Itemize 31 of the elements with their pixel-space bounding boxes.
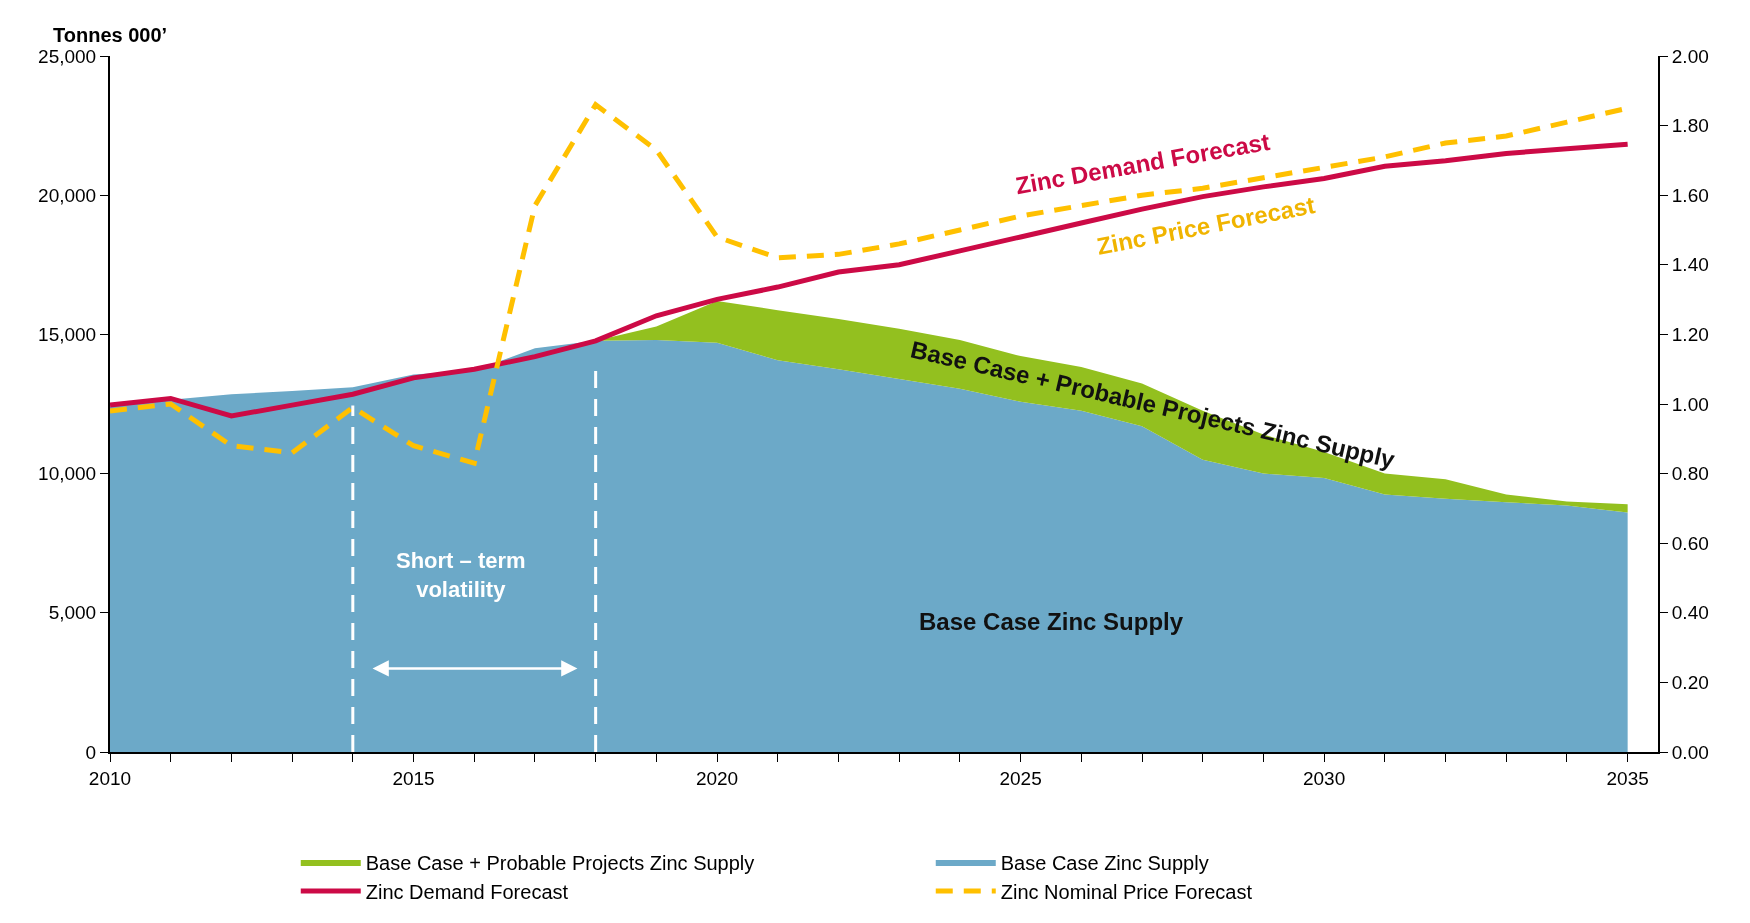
y-tick-label: 20,000 — [38, 184, 97, 206]
y2-tick-label: 1.60 — [1671, 184, 1709, 206]
x-tick-label: 2025 — [999, 767, 1042, 789]
y-tick-label: 5,000 — [48, 602, 97, 624]
y2-tick-label: 0.80 — [1671, 463, 1709, 485]
legend-label: Zinc Demand Forecast — [365, 880, 569, 903]
x-tick-label: 2015 — [392, 767, 435, 789]
y2-tick-label: 0.60 — [1671, 532, 1709, 554]
y2-tick-label: 0.00 — [1671, 741, 1709, 763]
x-tick-label: 2010 — [88, 767, 132, 789]
y-axis-title: Tonnes 000’ — [53, 24, 168, 46]
y-tick-label: 0 — [85, 741, 97, 763]
x-tick-label: 2020 — [695, 767, 739, 789]
y2-tick-label: 1.00 — [1671, 393, 1709, 415]
legend-label: Base Case Zinc Supply — [1000, 851, 1209, 874]
legend-label: Zinc Nominal Price Forecast — [1000, 880, 1253, 903]
y2-tick-label: 1.40 — [1671, 254, 1709, 276]
y-tick-label: 15,000 — [38, 324, 97, 346]
y2-tick-label: 0.40 — [1671, 602, 1709, 624]
y2-tick-label: 1.80 — [1671, 115, 1709, 137]
y2-tick-label: 2.00 — [1671, 45, 1709, 67]
y-tick-label: 25,000 — [38, 45, 97, 67]
annotation: Base Case + Probable Projects Zinc Supply — [908, 335, 1398, 474]
y-tick-label: 10,000 — [38, 463, 97, 485]
x-tick-label: 2035 — [1606, 767, 1649, 789]
annotation: Base Case Zinc Supply — [919, 608, 1184, 635]
y2-tick-label: 1.20 — [1671, 324, 1709, 346]
annotation: Short – term volatility — [396, 548, 526, 602]
y2-tick-label: 0.20 — [1671, 672, 1709, 694]
legend-label: Base Case + Probable Projects Zinc Supply — [365, 851, 755, 874]
x-tick-label: 2030 — [1302, 767, 1346, 789]
